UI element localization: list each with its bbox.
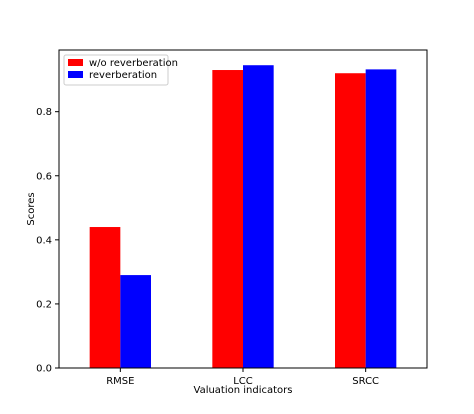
bar-srcc-series-2 (365, 69, 397, 368)
x-axis-label: Valuation indicators (194, 385, 293, 396)
bar-rmse-series-2 (120, 275, 151, 368)
bar-lcc-series-2 (243, 65, 274, 368)
legend-swatch-1 (68, 59, 83, 66)
y-tick-label: 0.4 (36, 235, 52, 246)
y-axis-label: Scores (26, 192, 37, 225)
bar-rmse-series-1 (89, 227, 121, 368)
x-tick-label-rmse: RMSE (106, 376, 134, 387)
x-tick-label-srcc: SRCC (352, 376, 379, 387)
x-axis: RMSE LCC SRCC (106, 368, 379, 387)
y-tick-label: 0.0 (36, 364, 52, 375)
y-tick-label: 0.8 (36, 107, 52, 118)
y-axis: 0.0 0.2 0.4 0.6 0.8 (36, 107, 59, 375)
bar-lcc-series-1 (212, 70, 243, 368)
y-tick-label: 0.2 (36, 299, 52, 310)
legend-label-1: w/o reverberation (89, 58, 178, 69)
y-tick-label: 0.6 (36, 171, 52, 182)
legend-swatch-2 (68, 71, 83, 78)
legend-label-2: reverberation (89, 70, 157, 81)
bar-srcc-series-1 (335, 73, 366, 368)
x-tick-label-lcc: LCC (233, 376, 253, 387)
bars-group (89, 65, 397, 368)
legend-box (63, 54, 169, 86)
